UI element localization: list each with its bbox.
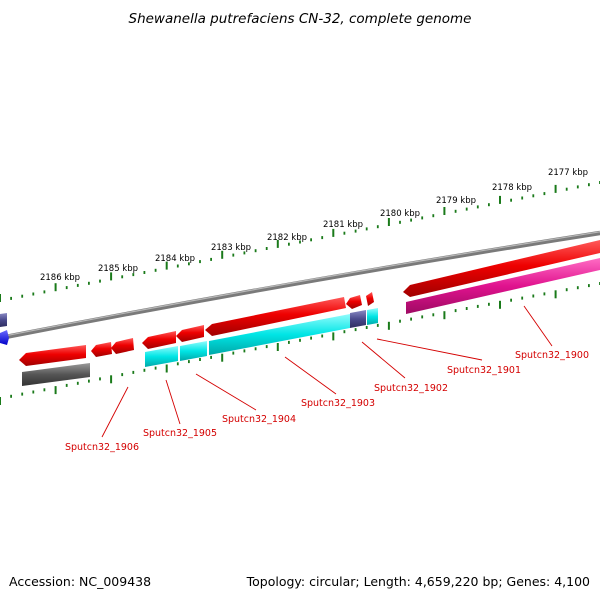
kbp-label-2180: 2180 kbp [380,209,420,219]
pink-feature [406,258,600,314]
gene-label-1901[interactable]: Sputcn32_1901 [447,365,521,376]
forward-cds-arrow [19,345,86,366]
forward-cds-arrow [366,292,374,306]
leader-line-1902 [361,341,406,379]
forward-cds-arrow [205,297,346,336]
reverse-cds [180,341,207,361]
outer-tick-ring [0,181,600,302]
inner-tick-ring [0,282,600,405]
gene-labels: Sputcn32_1900 Sputcn32_1901 Sputcn32_190… [65,350,589,453]
forward-cds-arrow [142,331,176,349]
reverse-features [145,308,378,367]
label-leaders [101,305,553,438]
leader-line-1906 [101,386,129,438]
gray-feature [22,363,90,386]
gene-label-1905[interactable]: Sputcn32_1905 [143,428,217,439]
kbp-label-2184: 2184 kbp [155,254,195,264]
genome-summary-text: Topology: circular; Length: 4,659,220 bp… [246,574,590,589]
reverse-cds [367,308,378,325]
kbp-label-2179: 2179 kbp [436,196,476,206]
forward-cds-arrow [403,240,600,297]
kbp-label-2178: 2178 kbp [492,183,532,193]
kbp-label-2182: 2182 kbp [267,233,307,243]
genome-backbone-highlight [0,231,600,338]
slate-feature [0,313,7,327]
leader-line-1900 [523,305,553,347]
reverse-cds [145,346,178,367]
kbp-label-2177: 2177 kbp [548,168,588,178]
gene-label-1902[interactable]: Sputcn32_1902 [374,383,448,394]
gene-label-1900[interactable]: Sputcn32_1900 [515,350,589,361]
map-title: Shewanella putrefaciens CN-32, complete … [129,11,472,27]
forward-cds-arrow [176,325,204,342]
forward-cds-arrow [111,338,134,354]
forward-cds-arrow [91,342,112,357]
leader-line-1903 [284,356,337,395]
kbp-scale-labels: 2177 kbp 2178 kbp 2179 kbp 2180 kbp 2181… [40,168,588,283]
leader-line-1904 [195,373,257,411]
blue-feature [0,330,9,345]
gene-label-1904[interactable]: Sputcn32_1904 [222,414,296,425]
kbp-label-2183: 2183 kbp [211,243,251,253]
leader-line-1905 [165,379,181,425]
kbp-label-2185: 2185 kbp [98,264,138,274]
forward-cds-arrow [346,295,362,309]
genome-backbone [0,230,600,341]
top-features [0,240,600,386]
gene-label-1903[interactable]: Sputcn32_1903 [301,398,375,409]
reverse-cds [209,314,350,355]
gene-label-1906[interactable]: Sputcn32_1906 [65,442,139,453]
leader-line-1901 [376,338,483,361]
slate-feature [350,310,366,328]
accession-text: Accession: NC_009438 [9,574,151,589]
kbp-label-2181: 2181 kbp [323,220,363,230]
kbp-label-2186: 2186 kbp [40,273,80,283]
